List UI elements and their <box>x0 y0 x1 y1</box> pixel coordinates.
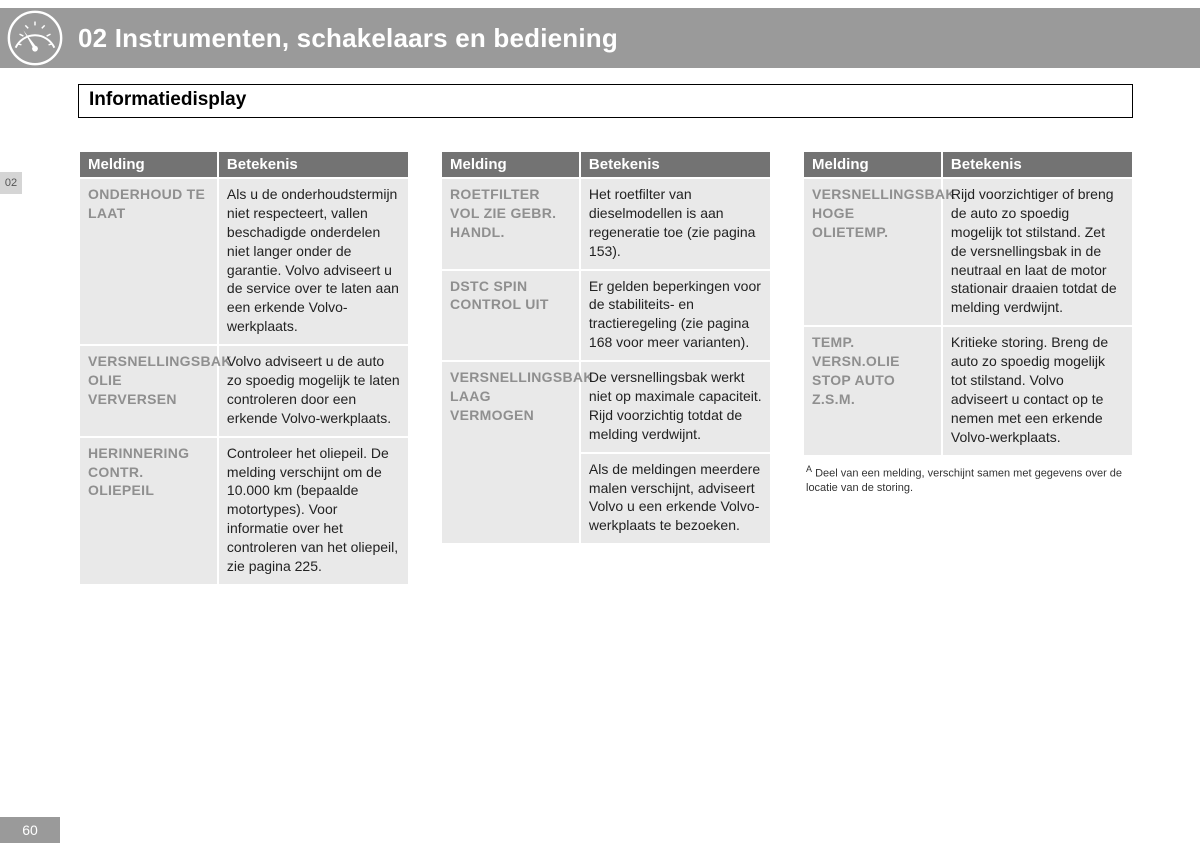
th-betekenis: Betekenis <box>581 152 770 177</box>
chapter-title: 02 Instrumenten, schakelaars en bedienin… <box>78 23 618 54</box>
table-row: DSTC SPIN CONTROL UIT Er gelden beperkin… <box>442 271 770 361</box>
column-1: Melding Betekenis ONDERHOUD TE LAAT Als … <box>78 150 410 586</box>
side-tab: 02 <box>0 172 22 194</box>
msg-label: TEMP. VERSN.OLIE STOP AUTO Z.S.M. <box>804 327 941 454</box>
page-number: 60 <box>0 817 60 843</box>
table-row: VERSNELLINGSBAK LAAG VERMOGEN De versnel… <box>442 362 770 452</box>
th-melding: Melding <box>80 152 217 177</box>
table-row: VERSNELLINGSBAK HOGE OLIETEMP. Rijd voor… <box>804 179 1132 325</box>
footnote-marker: A <box>806 464 812 474</box>
th-betekenis: Betekenis <box>219 152 408 177</box>
message-table-3: Melding Betekenis VERSNELLINGSBAK HOGE O… <box>802 150 1134 457</box>
th-melding: Melding <box>804 152 941 177</box>
message-table-1: Melding Betekenis ONDERHOUD TE LAAT Als … <box>78 150 410 586</box>
msg-text: Controleer het oliepeil. De melding vers… <box>219 438 408 584</box>
table-row: ONDERHOUD TE LAAT Als u de onderhoudster… <box>80 179 408 344</box>
msg-text: Als de meldingen meerdere malen verschij… <box>581 454 770 544</box>
th-betekenis: Betekenis <box>943 152 1132 177</box>
table-row: HERINNERING CONTR. OLIEPEIL Controleer h… <box>80 438 408 584</box>
msg-label: VERSNELLINGSBAK OLIE VERVERSEN <box>80 346 217 436</box>
section-title: Informatiedisplay <box>89 89 1122 111</box>
msg-label: VERSNELLINGSBAK LAAG VERMOGEN <box>442 362 579 543</box>
table-row: ROETFILTER VOL ZIE GEBR. HANDL. Het roet… <box>442 179 770 269</box>
msg-label: HERINNERING CONTR. OLIEPEIL <box>80 438 217 584</box>
msg-text: Als u de onderhoudstermijn niet respecte… <box>219 179 408 344</box>
msg-label: VERSNELLINGSBAK HOGE OLIETEMP. <box>804 179 941 325</box>
column-3: Melding Betekenis VERSNELLINGSBAK HOGE O… <box>802 150 1134 586</box>
msg-text: Volvo adviseert u de auto zo spoedig mog… <box>219 346 408 436</box>
content-columns: Melding Betekenis ONDERHOUD TE LAAT Als … <box>78 150 1133 586</box>
message-table-2: Melding Betekenis ROETFILTER VOL ZIE GEB… <box>440 150 772 545</box>
msg-text: De versnellingsbak werkt niet op maximal… <box>581 362 770 452</box>
th-melding: Melding <box>442 152 579 177</box>
msg-text: Rijd voorzichtiger of breng de auto zo s… <box>943 179 1132 325</box>
table-row: TEMP. VERSN.OLIE STOP AUTO Z.S.M. Kritie… <box>804 327 1132 454</box>
msg-label: ROETFILTER VOL ZIE GEBR. HANDL. <box>442 179 579 269</box>
msg-text: Kritieke storing. Breng de auto zo spoed… <box>943 327 1132 454</box>
column-2: Melding Betekenis ROETFILTER VOL ZIE GEB… <box>440 150 772 586</box>
table-row: VERSNELLINGSBAK OLIE VERVERSEN Volvo adv… <box>80 346 408 436</box>
msg-text: Het roetfilter van dieselmodellen is aan… <box>581 179 770 269</box>
msg-label: ONDERHOUD TE LAAT <box>80 179 217 344</box>
footnote-text: Deel van een melding, verschijnt samen m… <box>806 467 1122 494</box>
gauge-icon <box>4 7 66 69</box>
footnote: A Deel van een melding, verschijnt samen… <box>802 457 1134 496</box>
msg-text: Er gelden beperkingen voor de stabilitei… <box>581 271 770 361</box>
msg-label: DSTC SPIN CONTROL UIT <box>442 271 579 361</box>
header-band: 02 Instrumenten, schakelaars en bedienin… <box>0 8 1200 68</box>
section-title-box: Informatiedisplay <box>78 84 1133 118</box>
